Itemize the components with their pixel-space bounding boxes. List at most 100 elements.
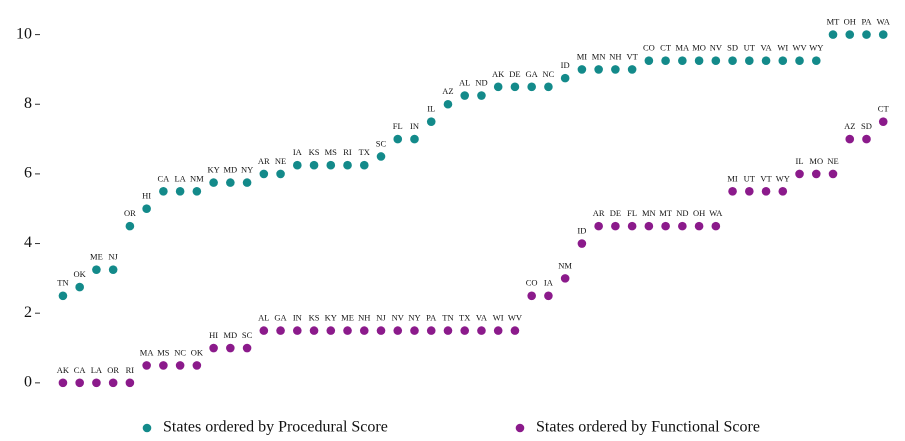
point [108,378,118,388]
point-label: CA [157,173,170,183]
point [678,56,687,66]
point-label: NE [275,156,286,166]
point [393,326,403,335]
point [728,56,737,66]
point-label: CA [74,365,87,375]
point [644,56,654,66]
point [627,65,637,74]
point-label: WI [777,43,788,53]
point-label: IA [293,147,303,157]
point-label: MA [140,347,155,357]
point [711,56,721,66]
point-label: OR [124,208,136,218]
point [577,65,587,74]
point [745,187,754,196]
point [745,56,754,66]
point-label: NH [609,51,621,61]
point [125,221,135,231]
legend-marker [515,423,525,433]
point [58,378,68,388]
point-label: PA [426,313,437,323]
point-label: MI [727,173,738,183]
point-label: OH [844,17,856,27]
point-label: KY [207,165,219,175]
point-label: ND [475,77,487,87]
point [845,134,855,144]
point [527,82,536,92]
point [460,91,470,100]
point-label: AL [459,77,470,87]
point-label: GA [274,313,287,323]
point [845,30,855,39]
point-label: UT [744,173,756,183]
point [426,117,436,126]
point [644,221,654,231]
point [125,378,135,388]
point [276,169,285,179]
point [242,343,252,353]
point-label: MS [325,147,338,157]
point-label: ME [90,252,103,262]
point-label: NE [827,156,838,166]
y-tick-label: 8 [24,95,32,112]
point [276,326,285,335]
point [209,178,218,187]
point-label: AR [593,208,605,218]
point [142,204,151,214]
point-label: NJ [108,252,118,262]
point [560,274,570,283]
y-tick-label: 4 [24,234,32,251]
point [293,326,302,335]
point [460,326,470,335]
point-label: OK [74,269,87,279]
point-label: VT [760,173,772,183]
point [778,187,788,196]
point-label: ID [577,226,586,236]
point-label: CT [878,104,890,114]
point-label: MD [223,330,237,340]
point-label: TN [57,278,68,288]
point-label: NM [558,260,572,270]
point-label: IN [410,121,419,131]
point-label: NV [392,313,405,323]
point-label: KS [309,147,320,157]
point-label: CO [526,278,538,288]
point [159,187,168,196]
point [326,160,336,170]
point [694,56,704,66]
point-label: ND [676,208,688,218]
point [226,343,235,353]
point-label: IA [544,278,554,288]
point-label: NH [358,313,370,323]
point-label: WV [792,43,807,53]
point [828,169,838,179]
y-tick-label: 6 [24,165,32,182]
point-label: MI [577,51,588,61]
point [410,326,419,335]
point-label: MD [223,165,237,175]
point [795,169,804,179]
point [192,361,202,370]
point-label: KY [325,313,337,323]
point [560,73,570,83]
y-tick-label: 2 [24,304,32,321]
point [376,326,386,335]
point-label: MO [809,156,823,166]
point-label: MT [659,208,673,218]
point-label: AZ [442,86,453,96]
point [359,326,369,335]
point [108,265,118,274]
point-label: OK [191,347,204,357]
point-label: NV [710,43,723,53]
point [75,282,84,292]
point-label: IL [427,104,435,114]
point [410,134,419,144]
point-label: SC [242,330,253,340]
point [159,361,168,370]
point-label: TN [442,313,453,323]
point-label: WA [709,208,723,218]
point-label: HI [142,191,151,201]
point [878,117,888,126]
point [778,56,788,66]
